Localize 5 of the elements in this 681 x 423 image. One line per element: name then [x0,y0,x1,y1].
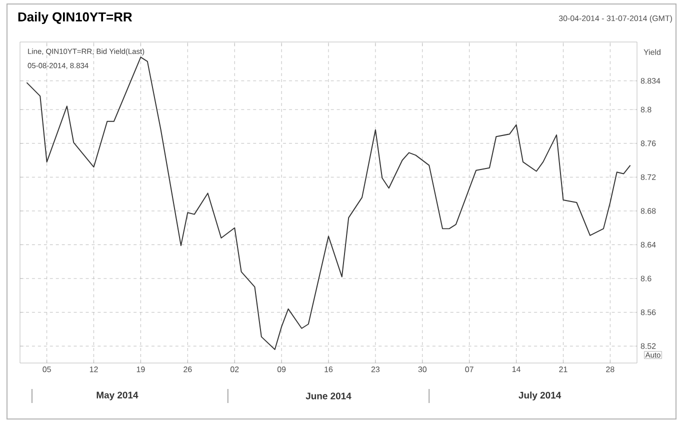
text: June 2014 [306,392,352,400]
text: July 2014 [518,392,562,400]
chart-title: Daily QIN10YT=RR [18,12,132,24]
line-series [26,56,631,350]
text: May 2014 [96,392,138,400]
